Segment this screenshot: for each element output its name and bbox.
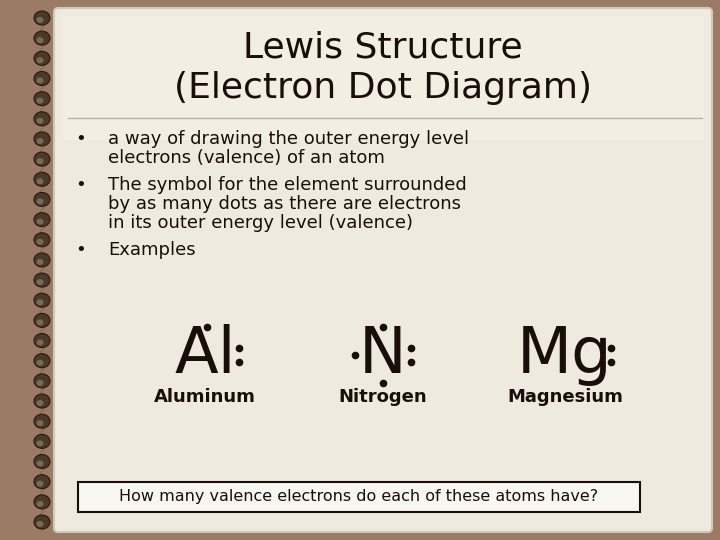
Ellipse shape (34, 132, 50, 146)
Ellipse shape (34, 213, 50, 227)
Ellipse shape (34, 71, 50, 85)
Text: The symbol for the element surrounded: The symbol for the element surrounded (108, 176, 467, 194)
Text: in its outer energy level (valence): in its outer energy level (valence) (108, 214, 413, 232)
Ellipse shape (37, 98, 43, 104)
Ellipse shape (37, 279, 43, 285)
Ellipse shape (34, 334, 50, 348)
Ellipse shape (37, 299, 43, 305)
Ellipse shape (34, 172, 50, 186)
Ellipse shape (37, 17, 43, 23)
Text: Nitrogen: Nitrogen (338, 388, 427, 406)
Ellipse shape (34, 495, 50, 509)
Ellipse shape (34, 475, 50, 489)
Ellipse shape (37, 360, 43, 366)
Ellipse shape (37, 37, 43, 43)
Ellipse shape (34, 192, 50, 206)
Text: by as many dots as there are electrons: by as many dots as there are electrons (108, 195, 461, 213)
FancyBboxPatch shape (78, 482, 640, 512)
Ellipse shape (37, 239, 43, 245)
Ellipse shape (37, 400, 43, 406)
Ellipse shape (34, 434, 50, 448)
Ellipse shape (37, 481, 43, 487)
Ellipse shape (34, 31, 50, 45)
Ellipse shape (34, 293, 50, 307)
Text: Mg: Mg (517, 324, 613, 386)
Text: •: • (75, 130, 86, 148)
Text: Magnesium: Magnesium (507, 388, 623, 406)
Ellipse shape (37, 420, 43, 426)
Ellipse shape (34, 11, 50, 25)
Ellipse shape (37, 380, 43, 386)
Text: •: • (75, 241, 86, 259)
Ellipse shape (34, 92, 50, 106)
Ellipse shape (37, 77, 43, 84)
Ellipse shape (34, 455, 50, 469)
Ellipse shape (37, 259, 43, 265)
Text: electrons (valence) of an atom: electrons (valence) of an atom (108, 149, 385, 167)
Text: Al: Al (174, 324, 235, 386)
FancyBboxPatch shape (54, 8, 712, 532)
Text: Examples: Examples (108, 241, 196, 259)
Ellipse shape (34, 394, 50, 408)
Ellipse shape (34, 414, 50, 428)
Ellipse shape (37, 118, 43, 124)
Ellipse shape (34, 515, 50, 529)
Ellipse shape (34, 313, 50, 327)
Ellipse shape (37, 521, 43, 527)
Ellipse shape (34, 51, 50, 65)
Ellipse shape (37, 501, 43, 507)
Ellipse shape (34, 253, 50, 267)
Text: •: • (75, 176, 86, 194)
Ellipse shape (37, 219, 43, 225)
Ellipse shape (34, 354, 50, 368)
Ellipse shape (34, 273, 50, 287)
Text: N: N (359, 324, 407, 386)
Text: How many valence electrons do each of these atoms have?: How many valence electrons do each of th… (120, 489, 598, 504)
Ellipse shape (37, 158, 43, 164)
Text: (Electron Dot Diagram): (Electron Dot Diagram) (174, 71, 592, 105)
Ellipse shape (37, 178, 43, 184)
Ellipse shape (37, 340, 43, 346)
Text: a way of drawing the outer energy level: a way of drawing the outer energy level (108, 130, 469, 148)
Ellipse shape (34, 152, 50, 166)
Ellipse shape (37, 57, 43, 63)
Text: Aluminum: Aluminum (154, 388, 256, 406)
Ellipse shape (34, 374, 50, 388)
Ellipse shape (34, 233, 50, 247)
Ellipse shape (37, 461, 43, 467)
Bar (62, 16, 704, 140)
Ellipse shape (34, 112, 50, 126)
Ellipse shape (37, 319, 43, 326)
Text: Lewis Structure: Lewis Structure (243, 31, 523, 65)
Ellipse shape (37, 138, 43, 144)
Ellipse shape (37, 198, 43, 205)
Ellipse shape (37, 440, 43, 447)
